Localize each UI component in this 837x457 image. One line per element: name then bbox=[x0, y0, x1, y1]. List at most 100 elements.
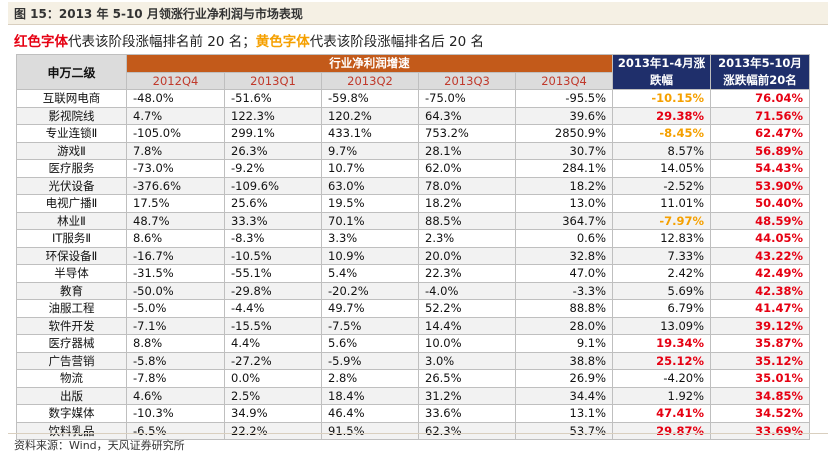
profit-growth-cell: -4.0% bbox=[418, 281, 516, 300]
profit-growth-cell: 14.4% bbox=[418, 316, 516, 335]
table-row: 油服工程 -5.0% -4.4% 49.7% 52.2% 88.8% 6.79% 41.47% bbox=[16, 299, 811, 318]
profit-growth-cell: 39.6% bbox=[514, 106, 614, 125]
profit-growth-cell: -75.0% bbox=[418, 89, 516, 108]
figure-title: 图 15：2013 年 5-10 月领涨行业净利润与市场表现 bbox=[14, 7, 303, 21]
profit-growth-cell: 9.7% bbox=[321, 141, 419, 160]
bottom-rule bbox=[8, 433, 828, 434]
table-row: 教育 -50.0% -29.8% -20.2% -4.0% -3.3% 5.69% 42.38… bbox=[16, 281, 811, 300]
profit-growth-cell: 4.7% bbox=[126, 106, 225, 125]
legend-yellow-label: 黄色字体 bbox=[255, 34, 310, 50]
gain-jan-apr-cell: -7.97% bbox=[612, 211, 712, 230]
figure-title-bar: 图 15：2013 年 5-10 月领涨行业净利润与市场表现 bbox=[8, 2, 828, 25]
profit-growth-cell: -27.2% bbox=[224, 351, 322, 370]
industry-name: 影视院线 bbox=[16, 106, 127, 125]
table-row: 广告营销 -5.8% -27.2% -5.9% 3.0% 38.8% 25.12% 35.12… bbox=[16, 351, 811, 370]
profit-growth-cell: 433.1% bbox=[321, 124, 419, 143]
profit-growth-cell: 33.3% bbox=[224, 211, 322, 230]
profit-growth-cell: -376.6% bbox=[126, 176, 225, 195]
gain-jan-apr-cell: 29.87% bbox=[612, 421, 712, 440]
industry-name: IT服务Ⅱ bbox=[16, 229, 127, 248]
table-row: 游戏Ⅱ 7.8% 26.3% 9.7% 28.1% 30.7% 8.57% 56.89% bbox=[16, 141, 811, 160]
profit-growth-cell: -7.1% bbox=[126, 316, 225, 335]
profit-growth-cell: 34.4% bbox=[514, 386, 614, 405]
header-quarter: 2013Q2 bbox=[321, 71, 419, 90]
gain-may-oct-cell: 50.40% bbox=[710, 194, 811, 213]
industry-name: 光伏设备 bbox=[16, 176, 127, 195]
profit-growth-cell: -7.5% bbox=[321, 316, 419, 335]
industry-name: 广告营销 bbox=[16, 351, 127, 370]
source-note: 资料来源：Wind，天风证券研究所 bbox=[14, 439, 185, 452]
header-gain-jan-apr: 2013年1-4月涨跌幅 bbox=[612, 54, 712, 90]
profit-growth-cell: -8.3% bbox=[224, 229, 322, 248]
table-row: 半导体 -31.5% -55.1% 5.4% 22.3% 47.0% 2.42% 42.49% bbox=[16, 264, 811, 283]
gain-jan-apr-cell: -8.45% bbox=[612, 124, 712, 143]
profit-growth-cell: 25.6% bbox=[224, 194, 322, 213]
profit-growth-cell: 32.8% bbox=[514, 246, 614, 265]
profit-growth-cell: -4.4% bbox=[224, 299, 322, 318]
header-quarter: 2012Q4 bbox=[126, 71, 225, 90]
profit-growth-cell: 62.3% bbox=[418, 421, 516, 440]
profit-growth-cell: 0.6% bbox=[514, 229, 614, 248]
gain-jan-apr-cell: 47.41% bbox=[612, 404, 712, 423]
profit-growth-cell: 18.2% bbox=[514, 176, 614, 195]
profit-growth-cell: 7.8% bbox=[126, 141, 225, 160]
gain-jan-apr-cell: 5.69% bbox=[612, 281, 712, 300]
profit-growth-cell: 19.5% bbox=[321, 194, 419, 213]
industry-name: 数字媒体 bbox=[16, 404, 127, 423]
industry-name: 电视广播Ⅱ bbox=[16, 194, 127, 213]
gain-jan-apr-cell: 25.12% bbox=[612, 351, 712, 370]
industry-name: 医疗服务 bbox=[16, 159, 127, 178]
profit-growth-cell: 88.5% bbox=[418, 211, 516, 230]
profit-growth-cell: -55.1% bbox=[224, 264, 322, 283]
legend-yellow-text: 代表该阶段涨幅排名后 20 名 bbox=[309, 34, 485, 50]
profit-growth-cell: -6.5% bbox=[126, 421, 225, 440]
profit-growth-cell: -9.2% bbox=[224, 159, 322, 178]
profit-growth-cell: -73.0% bbox=[126, 159, 225, 178]
industry-name: 软件开发 bbox=[16, 316, 127, 335]
profit-growth-cell: -5.0% bbox=[126, 299, 225, 318]
profit-growth-cell: 2.5% bbox=[224, 386, 322, 405]
legend-note: 红色字体代表该阶段涨幅排名前 20 名；黄色字体代表该阶段涨幅排名后 20 名 bbox=[14, 30, 484, 50]
profit-growth-cell: -5.9% bbox=[321, 351, 419, 370]
industry-name: 互联网电商 bbox=[16, 89, 127, 108]
profit-growth-cell: -20.2% bbox=[321, 281, 419, 300]
profit-growth-cell: 48.7% bbox=[126, 211, 225, 230]
profit-growth-cell: 299.1% bbox=[224, 124, 322, 143]
profit-growth-cell: -105.0% bbox=[126, 124, 225, 143]
profit-growth-cell: 52.2% bbox=[418, 299, 516, 318]
gain-may-oct-cell: 53.90% bbox=[710, 176, 811, 195]
profit-growth-cell: -3.3% bbox=[514, 281, 614, 300]
gain-jan-apr-cell: 6.79% bbox=[612, 299, 712, 318]
profit-growth-cell: -7.8% bbox=[126, 369, 225, 388]
header-quarter: 2013Q1 bbox=[224, 71, 322, 90]
profit-growth-cell: 64.3% bbox=[418, 106, 516, 125]
gain-jan-apr-cell: 2.42% bbox=[612, 264, 712, 283]
header-gain-may-oct: 2013年5-10月涨跌幅前20名 bbox=[710, 54, 811, 90]
profit-growth-cell: 10.0% bbox=[418, 334, 516, 353]
industry-name: 饮料乳品 bbox=[16, 421, 127, 440]
profit-growth-cell: -51.6% bbox=[224, 89, 322, 108]
profit-growth-cell: 284.1% bbox=[514, 159, 614, 178]
profit-growth-cell: 4.4% bbox=[224, 334, 322, 353]
profit-growth-cell: -109.6% bbox=[224, 176, 322, 195]
profit-growth-cell: 18.2% bbox=[418, 194, 516, 213]
profit-growth-cell: 31.2% bbox=[418, 386, 516, 405]
profit-growth-cell: 26.3% bbox=[224, 141, 322, 160]
profit-growth-cell: -10.5% bbox=[224, 246, 322, 265]
profit-growth-cell: -31.5% bbox=[126, 264, 225, 283]
profit-growth-cell: -5.8% bbox=[126, 351, 225, 370]
industry-name: 教育 bbox=[16, 281, 127, 300]
profit-growth-cell: 18.4% bbox=[321, 386, 419, 405]
table-row: 物流 -7.8% 0.0% 2.8% 26.5% 26.9% -4.20% 35.01% bbox=[16, 369, 811, 388]
gain-may-oct-cell: 48.59% bbox=[710, 211, 811, 230]
profit-growth-cell: 22.2% bbox=[224, 421, 322, 440]
profit-growth-cell: -15.5% bbox=[224, 316, 322, 335]
industry-name: 半导体 bbox=[16, 264, 127, 283]
industry-name: 医疗器械 bbox=[16, 334, 127, 353]
industry-name: 林业Ⅱ bbox=[16, 211, 127, 230]
gain-jan-apr-cell: 11.01% bbox=[612, 194, 712, 213]
profit-growth-cell: -29.8% bbox=[224, 281, 322, 300]
profit-growth-cell: 9.1% bbox=[514, 334, 614, 353]
profit-growth-cell: -50.0% bbox=[126, 281, 225, 300]
industry-name: 油服工程 bbox=[16, 299, 127, 318]
